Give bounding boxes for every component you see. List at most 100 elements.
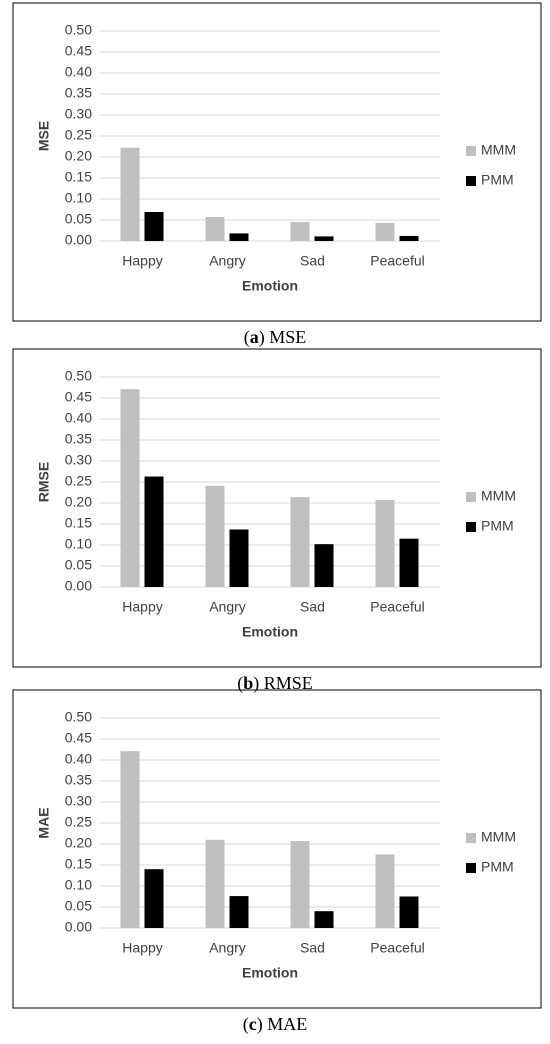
x-tick-label: Sad	[300, 940, 325, 956]
legend-swatch	[466, 492, 476, 502]
x-axis-title: Emotion	[242, 278, 298, 294]
y-tick-label: 0.30	[65, 452, 92, 468]
bar	[120, 389, 140, 587]
y-tick-label: 0.15	[65, 856, 92, 872]
y-tick-label: 0.40	[65, 64, 92, 80]
legend-label: MMM	[481, 488, 516, 504]
bar	[314, 544, 334, 587]
legend-label: MMM	[481, 829, 516, 845]
y-tick-label: 0.25	[65, 127, 92, 143]
y-axis-title: MAE	[36, 807, 52, 838]
y-tick-label: 0.40	[65, 751, 92, 767]
bar	[144, 869, 164, 928]
x-tick-label: Angry	[209, 253, 246, 269]
y-tick-label: 0.20	[65, 835, 92, 851]
bar	[375, 500, 395, 587]
x-axis-title: Emotion	[242, 965, 298, 981]
y-tick-label: 0.10	[65, 536, 92, 552]
x-tick-label: Sad	[300, 253, 325, 269]
bar	[229, 529, 249, 587]
x-tick-label: Peaceful	[370, 940, 424, 956]
y-axis-title: RMSE	[36, 462, 52, 502]
y-tick-label: 0.35	[65, 772, 92, 788]
legend-swatch	[466, 833, 476, 843]
caption-part: (	[243, 1014, 249, 1035]
y-tick-label: 0.05	[65, 557, 92, 573]
y-tick-label: 0.50	[65, 368, 92, 384]
y-tick-label: 0.05	[65, 211, 92, 227]
bar	[120, 751, 140, 928]
caption-part: ) MSE	[259, 327, 307, 348]
y-tick-label: 0.45	[65, 43, 92, 59]
x-tick-label: Happy	[122, 940, 162, 956]
y-tick-label: 0.20	[65, 148, 92, 164]
bar	[399, 235, 419, 241]
y-tick-label: 0.45	[65, 389, 92, 405]
bar	[314, 236, 334, 241]
bar	[399, 538, 419, 587]
y-tick-label: 0.00	[65, 919, 92, 935]
y-tick-label: 0.05	[65, 898, 92, 914]
legend-swatch	[466, 176, 476, 186]
caption-part: a	[250, 327, 259, 347]
y-tick-label: 0.15	[65, 515, 92, 531]
bar	[290, 841, 310, 928]
bar	[314, 911, 334, 928]
bar	[205, 485, 225, 587]
bar	[375, 222, 395, 241]
y-tick-label: 0.00	[65, 232, 92, 248]
y-tick-label: 0.10	[65, 190, 92, 206]
caption-part: (	[244, 327, 250, 348]
legend-label: PMM	[481, 518, 514, 534]
x-tick-label: Happy	[122, 599, 162, 615]
y-tick-label: 0.50	[65, 709, 92, 725]
bar	[205, 217, 225, 241]
y-tick-label: 0.15	[65, 169, 92, 185]
x-tick-label: Peaceful	[370, 599, 424, 615]
y-tick-label: 0.25	[65, 814, 92, 830]
y-tick-label: 0.35	[65, 85, 92, 101]
y-tick-label: 0.30	[65, 106, 92, 122]
y-tick-label: 0.20	[65, 494, 92, 510]
panel-border	[12, 689, 542, 1009]
x-tick-label: Happy	[122, 253, 162, 269]
panel-border	[12, 348, 542, 668]
x-tick-label: Peaceful	[370, 253, 424, 269]
bar	[205, 839, 225, 928]
x-tick-label: Sad	[300, 599, 325, 615]
y-tick-label: 0.25	[65, 473, 92, 489]
y-axis-title: MSE	[36, 121, 52, 151]
y-tick-label: 0.45	[65, 730, 92, 746]
legend-label: MMM	[481, 142, 516, 158]
x-axis-title: Emotion	[242, 624, 298, 640]
caption: (a) MSE	[244, 327, 307, 348]
x-tick-label: Angry	[209, 940, 246, 956]
caption-part: ) RMSE	[253, 673, 313, 694]
legend-label: PMM	[481, 172, 514, 188]
bar	[229, 896, 249, 928]
y-tick-label: 0.50	[65, 22, 92, 38]
bar	[144, 476, 164, 587]
bar	[290, 222, 310, 241]
caption: (b) RMSE	[237, 673, 313, 694]
panel-border	[12, 2, 542, 322]
y-tick-label: 0.00	[65, 578, 92, 594]
bar	[375, 854, 395, 928]
legend-swatch	[466, 863, 476, 873]
y-tick-label: 0.10	[65, 877, 92, 893]
bar	[399, 896, 419, 928]
legend-label: PMM	[481, 859, 514, 875]
bar	[290, 497, 310, 587]
caption-part: (	[237, 673, 243, 694]
bar	[120, 147, 140, 241]
bar	[144, 212, 164, 241]
legend-swatch	[466, 146, 476, 156]
bar	[229, 233, 249, 241]
caption-part: b	[243, 673, 253, 693]
caption-part: ) MAE	[257, 1014, 308, 1035]
caption-part: c	[249, 1014, 257, 1034]
caption: (c) MAE	[243, 1014, 308, 1035]
y-tick-label: 0.35	[65, 431, 92, 447]
legend-swatch	[466, 522, 476, 532]
